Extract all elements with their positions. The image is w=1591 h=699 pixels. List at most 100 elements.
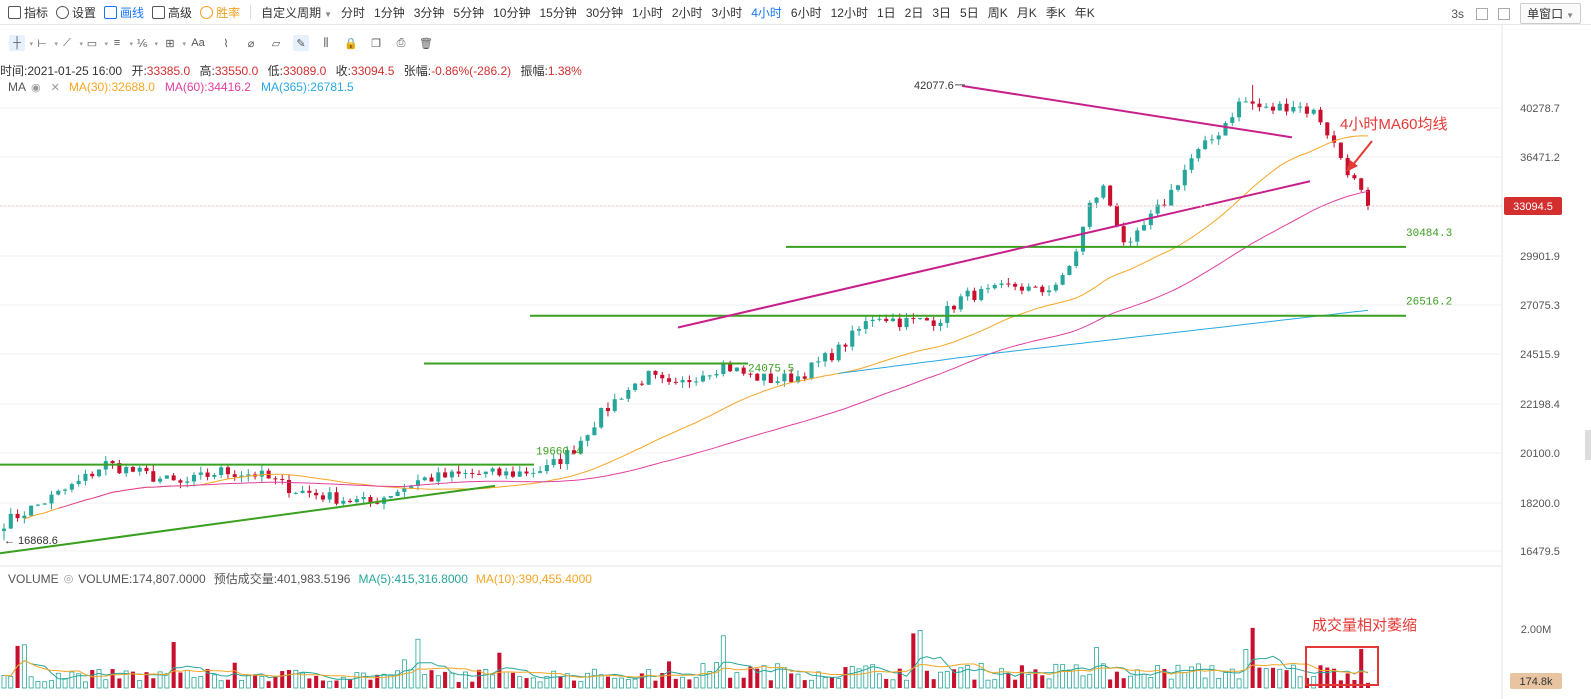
volume-bar[interactable] [829,677,834,688]
candle-body[interactable] [1277,103,1282,111]
volume-bar[interactable] [755,668,760,688]
volume-bar[interactable] [911,633,916,688]
volume-bar[interactable] [1325,667,1330,688]
volume-bar[interactable] [944,671,950,689]
volume-bar[interactable] [232,662,237,688]
candle-body[interactable] [1114,205,1119,227]
volume-bar[interactable] [239,679,244,689]
volume-bar[interactable] [1128,675,1133,689]
settings-icon[interactable]: ◎ [63,573,74,585]
candle-body[interactable] [348,500,353,503]
candle-body[interactable] [578,440,583,454]
candle-body[interactable] [531,472,536,474]
candle-body[interactable] [334,492,339,504]
candle-body[interactable] [1338,142,1343,158]
volume-bar[interactable] [734,672,740,689]
candle-body[interactable] [1359,178,1364,190]
candle-body[interactable] [924,318,929,321]
candle-body[interactable] [544,465,549,472]
volume-bar[interactable] [503,671,509,689]
candle-body[interactable] [952,305,957,310]
volume-bar[interactable] [1,675,7,689]
period-tab[interactable]: 3分钟 [413,5,445,20]
volume-bar[interactable] [117,678,122,688]
candle-body[interactable] [585,435,590,441]
volume-bar[interactable] [870,664,876,689]
eye-icon[interactable]: ◉ [31,81,41,94]
volume-bar[interactable] [395,670,401,689]
candle-body[interactable] [198,472,203,475]
volume-bar[interactable] [551,670,557,689]
candle-body[interactable] [232,474,237,477]
candle-body[interactable] [775,381,780,383]
volume-bar[interactable] [1033,669,1038,688]
volume-bar[interactable] [225,679,230,688]
candle-body[interactable] [15,513,20,519]
candle-body[interactable] [158,478,163,482]
custom-period-dropdown[interactable]: 自定义周期 ▼ [261,5,333,20]
volume-bar[interactable] [103,679,109,689]
measure-icon[interactable]: ⊞ ▾ [165,37,186,50]
volume-bar[interactable] [680,676,686,689]
candle-body[interactable] [992,284,997,289]
period-tab[interactable]: 1日 [876,5,896,20]
candle-body[interactable] [307,490,312,493]
candle-body[interactable] [368,496,373,503]
candle-body[interactable] [1291,106,1296,112]
candle-body[interactable] [558,459,563,465]
candle-body[interactable] [1155,204,1160,214]
volume-bar[interactable] [184,669,190,689]
volume-bar[interactable] [307,678,312,688]
volume-bar[interactable] [625,679,631,689]
candle-body[interactable] [789,373,794,383]
volume-bar[interactable] [388,674,394,689]
volume-bar[interactable] [280,671,285,688]
volume-bar[interactable] [578,681,584,689]
candle-body[interactable] [782,373,787,382]
fibonacci-icon[interactable]: ⅙ ▾ [136,37,158,50]
volume-bar[interactable] [1332,668,1337,688]
volume-bar[interactable] [42,681,48,689]
volume-bar[interactable] [843,667,848,688]
period-tab[interactable]: 6小时 [790,5,822,20]
period-tab[interactable]: 12小时 [830,5,868,20]
candle-body[interactable] [456,471,461,474]
crosshair-icon[interactable]: ┼ ▾ [9,35,33,51]
candle-body[interactable] [327,492,332,500]
volume-bar[interactable] [653,680,658,688]
volume-bar[interactable] [1080,675,1086,689]
volume-bar[interactable] [646,669,652,689]
candle-body[interactable] [504,471,509,476]
period-tab[interactable]: 15分钟 [539,5,577,20]
volume-bar[interactable] [273,676,278,688]
volume-bar[interactable] [1148,676,1154,689]
candle-body[interactable] [124,467,129,474]
volume-bar[interactable] [334,680,339,688]
candle-body[interactable] [687,380,692,383]
candle-body[interactable] [599,408,604,428]
volume-bar[interactable] [286,669,292,688]
volume-bar[interactable] [863,665,869,689]
candle-body[interactable] [721,363,726,375]
volume-bar[interactable] [619,677,624,689]
volume-bar[interactable] [1168,678,1174,689]
volume-bar[interactable] [1236,678,1242,689]
volume-bar[interactable] [591,668,597,689]
candle-body[interactable] [1101,185,1106,198]
volume-bar[interactable] [1209,665,1215,689]
candle-body[interactable] [422,477,427,481]
volume-bar[interactable] [191,677,197,689]
candle-body[interactable] [890,318,896,322]
candle-body[interactable] [225,467,230,475]
volume-bar[interactable] [171,642,176,688]
period-tab[interactable]: 2日 [904,5,924,20]
trash-icon[interactable]: 🗑 [419,37,433,50]
volume-bar[interactable] [429,670,434,688]
volume-bar[interactable] [21,644,27,689]
draw-button[interactable]: 画线 [104,4,144,21]
candle-body[interactable] [1270,106,1276,111]
candle-body[interactable] [653,370,658,375]
candle-body[interactable] [1026,286,1031,291]
period-tab[interactable]: 30分钟 [585,5,624,20]
settings-button[interactable]: 设置 [56,4,96,21]
